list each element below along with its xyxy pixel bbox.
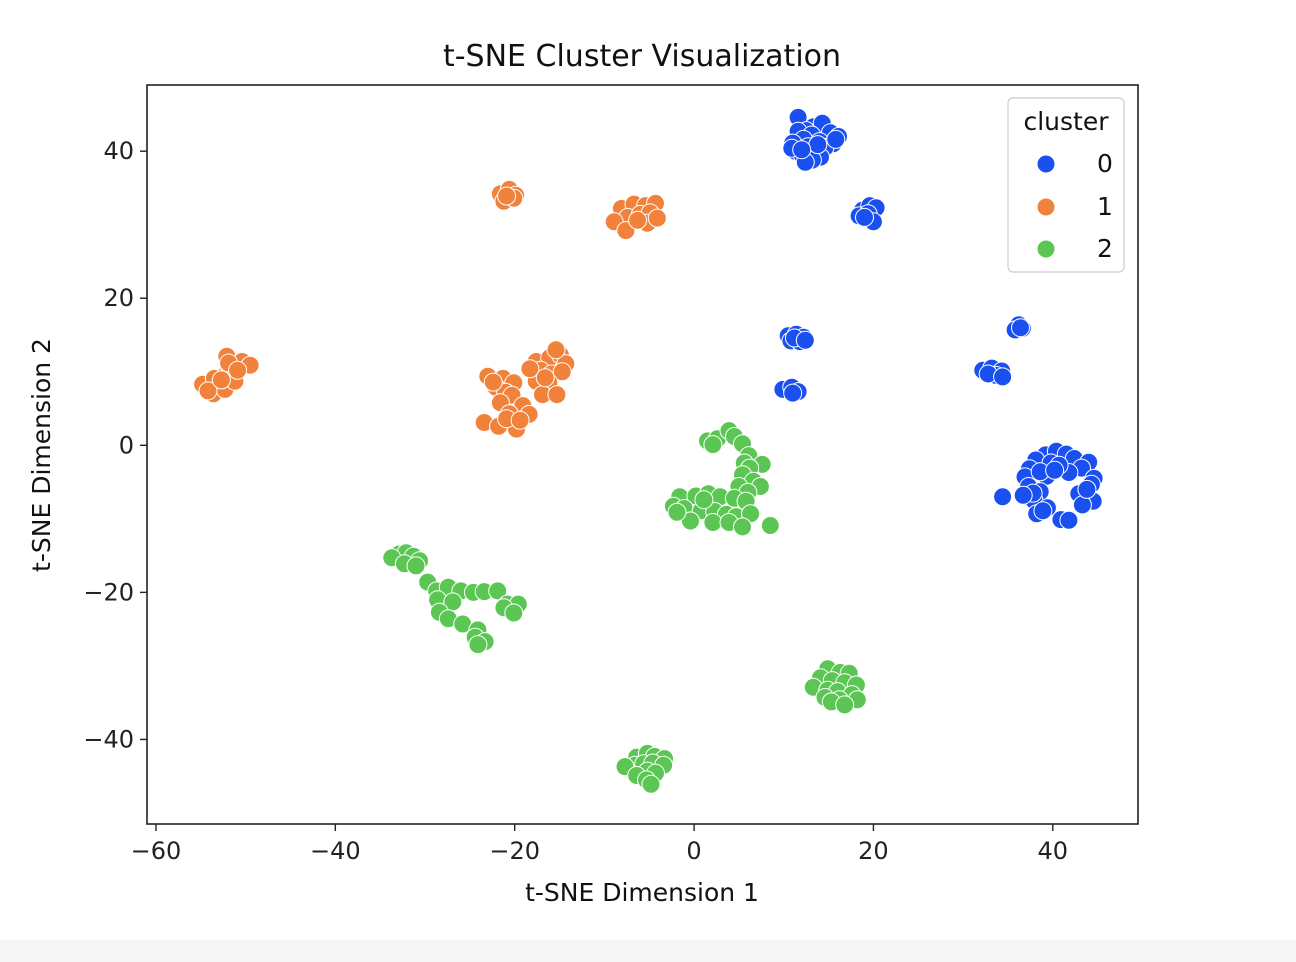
x-tick-label: 20 xyxy=(858,837,889,865)
data-point-cluster-1 xyxy=(520,359,540,379)
x-tick-label: −40 xyxy=(310,837,361,865)
legend-marker-1 xyxy=(1036,197,1056,217)
data-point-cluster-0 xyxy=(1011,318,1030,338)
y-axis-label: t-SNE Dimension 2 xyxy=(27,338,56,572)
legend-marker-0 xyxy=(1036,154,1056,174)
x-tick-label: −20 xyxy=(489,837,540,865)
data-point-cluster-1 xyxy=(535,368,555,388)
data-point-cluster-2 xyxy=(468,635,488,655)
data-point-cluster-0 xyxy=(783,383,803,403)
data-point-cluster-1 xyxy=(547,385,567,405)
data-point-cluster-0 xyxy=(993,487,1013,507)
data-point-cluster-1 xyxy=(647,208,667,228)
y-tick-label: 40 xyxy=(103,137,134,165)
x-axis-label: t-SNE Dimension 1 xyxy=(525,878,759,907)
legend-title: cluster xyxy=(1023,107,1109,136)
legend-box xyxy=(1007,97,1125,273)
chart-title: t-SNE Cluster Visualization xyxy=(443,39,841,74)
data-point-cluster-2 xyxy=(681,511,700,531)
data-point-cluster-0 xyxy=(1033,501,1053,521)
y-tick-label: −20 xyxy=(83,578,134,606)
data-point-cluster-2 xyxy=(703,435,723,455)
data-point-cluster-1 xyxy=(211,370,231,390)
data-point-cluster-0 xyxy=(993,367,1013,387)
data-point-cluster-1 xyxy=(628,210,648,230)
plot-area xyxy=(146,84,1139,825)
data-point-cluster-0 xyxy=(792,140,812,160)
legend-label-0: 0 xyxy=(1097,149,1113,178)
data-point-cluster-1 xyxy=(483,372,503,392)
data-point-cluster-1 xyxy=(510,410,530,430)
y-axis-ticks: −40 −20 0 20 40 xyxy=(83,137,147,753)
bottom-strip xyxy=(0,940,1296,962)
data-point-cluster-2 xyxy=(406,556,426,576)
x-tick-label: −60 xyxy=(131,837,182,865)
y-tick-label: 20 xyxy=(103,284,134,312)
y-tick-label: 0 xyxy=(119,431,134,459)
data-point-cluster-2 xyxy=(733,517,752,537)
data-point-cluster-2 xyxy=(760,516,780,535)
data-point-cluster-2 xyxy=(703,513,723,532)
legend-marker-2 xyxy=(1036,239,1056,259)
data-point-cluster-1 xyxy=(546,340,566,360)
data-point-cluster-0 xyxy=(826,129,846,149)
data-point-cluster-1 xyxy=(497,186,517,206)
data-point-cluster-0 xyxy=(1013,485,1033,505)
data-point-cluster-0 xyxy=(1045,460,1065,480)
legend: cluster 0 1 2 xyxy=(1007,97,1125,273)
data-point-cluster-2 xyxy=(504,603,524,623)
data-point-cluster-2 xyxy=(641,774,661,794)
data-point-cluster-1 xyxy=(198,381,218,401)
y-tick-label: −40 xyxy=(83,725,134,753)
data-point-cluster-0 xyxy=(1077,479,1097,499)
data-point-cluster-1 xyxy=(552,362,572,382)
points-layer xyxy=(193,107,1104,794)
x-tick-label: 40 xyxy=(1038,837,1069,865)
x-axis-ticks: −60 −40 −20 0 20 40 xyxy=(131,824,1068,865)
data-point-cluster-2 xyxy=(667,502,687,522)
data-point-cluster-0 xyxy=(855,207,874,227)
data-point-cluster-0 xyxy=(808,135,828,155)
data-point-cluster-1 xyxy=(228,360,248,380)
legend-label-2: 2 xyxy=(1097,234,1113,263)
legend-label-1: 1 xyxy=(1097,192,1113,221)
data-point-cluster-2 xyxy=(835,695,855,715)
x-tick-label: 0 xyxy=(686,837,701,865)
data-point-cluster-2 xyxy=(488,581,508,601)
data-point-cluster-2 xyxy=(694,490,714,510)
data-point-cluster-0 xyxy=(1059,510,1079,530)
data-point-cluster-0 xyxy=(795,330,815,350)
